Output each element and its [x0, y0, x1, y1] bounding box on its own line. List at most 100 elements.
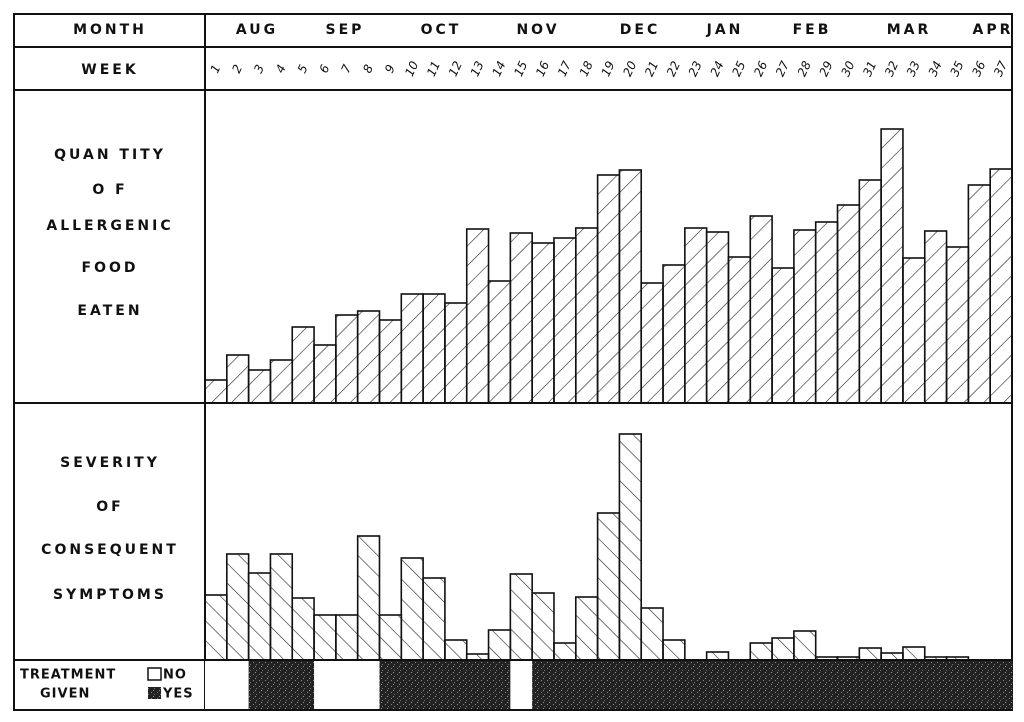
bar: [378, 319, 403, 404]
bar: [880, 128, 904, 404]
week-label: 6: [317, 62, 333, 75]
treatment-cell: [924, 661, 948, 709]
month-label: JAN: [706, 22, 744, 38]
treatment-cell: [663, 661, 686, 709]
panel-label: SEVERITY: [60, 455, 160, 471]
legend-yes-swatch: [148, 687, 161, 699]
bar: [923, 656, 948, 661]
panel-label: FOOD: [82, 260, 139, 276]
week-label: 24: [708, 59, 727, 79]
bar: [531, 242, 555, 404]
week-label: 9: [382, 62, 398, 75]
treatment-cell: [619, 661, 642, 709]
bar: [574, 227, 599, 404]
bar: [880, 652, 904, 661]
treatment-label: TREATMENT: [20, 668, 116, 683]
month-label: MONTH: [73, 22, 147, 38]
bar: [356, 535, 381, 661]
treatment-cell: [205, 661, 228, 709]
treatment-cell: [946, 661, 969, 709]
bar: [640, 607, 664, 661]
panel-label: OF: [96, 499, 123, 515]
week-label: 22: [664, 59, 683, 79]
week-label: 10: [402, 59, 421, 79]
panel-label: SYMPTOMS: [53, 587, 167, 603]
treatment-cell: [314, 661, 337, 709]
bar: [356, 310, 381, 404]
treatment-cell: [335, 661, 359, 709]
month-label: AUG: [236, 22, 278, 38]
treatment-cell: [815, 661, 839, 709]
bar: [793, 229, 817, 404]
bar: [945, 246, 970, 404]
week-label: 33: [904, 59, 923, 79]
week-label: 2: [229, 62, 245, 75]
bar: [487, 280, 512, 404]
treatment-cell: [902, 661, 926, 709]
bar: [749, 642, 773, 661]
bar: [378, 614, 403, 661]
bar: [640, 282, 664, 404]
bar: [902, 257, 926, 404]
week-label: 25: [729, 59, 748, 79]
bar: [923, 230, 948, 404]
week-label: 29: [817, 59, 836, 79]
bar: [574, 596, 599, 661]
bar: [749, 215, 773, 404]
treatment-cell: [292, 661, 315, 709]
bar: [313, 614, 337, 661]
treatment-cell: [226, 661, 250, 709]
week-label: 32: [882, 59, 901, 79]
month-label: NOV: [516, 22, 559, 38]
week-label: 12: [446, 59, 465, 79]
week-label: 14: [489, 59, 508, 79]
bar: [836, 656, 861, 661]
treatment-cell: [793, 661, 817, 709]
bar: [509, 232, 533, 404]
treatment-cell: [357, 661, 380, 709]
week-label: 19: [598, 59, 617, 79]
bar: [618, 433, 643, 661]
bar: [727, 256, 752, 404]
treatment-cell: [510, 661, 533, 709]
week-label: 11: [424, 59, 443, 79]
treatment-cell: [750, 661, 773, 709]
treatment-cell: [728, 661, 751, 709]
month-label: FEB: [793, 22, 832, 38]
week-label: 13: [468, 59, 487, 79]
treatment-cell: [597, 661, 620, 709]
treatment-cell: [379, 661, 402, 709]
bar: [553, 237, 577, 404]
bar: [662, 639, 686, 661]
treatment-cell: [990, 661, 1013, 709]
bar: [945, 656, 970, 661]
week-label: 4: [273, 62, 289, 75]
bar: [465, 228, 490, 404]
week-label: 18: [577, 59, 596, 79]
week-label: 17: [555, 59, 574, 79]
week-label: 35: [947, 59, 966, 79]
panel-label: QUAN TITY: [54, 147, 166, 163]
treatment-cell: [837, 661, 860, 709]
bar: [684, 227, 708, 404]
bar: [858, 179, 882, 404]
treatment-cell: [423, 661, 446, 709]
treatment-cell: [444, 661, 468, 709]
month-label: MAR: [887, 22, 932, 38]
bar: [204, 594, 228, 661]
bar: [553, 642, 577, 661]
bar: [836, 204, 861, 404]
bar: [444, 639, 468, 661]
legend-yes: YES: [162, 687, 194, 702]
treatment-cell: [466, 661, 490, 709]
bar: [269, 553, 294, 661]
treatment-cell: [684, 661, 708, 709]
treatment-cell: [401, 661, 424, 709]
bar: [335, 614, 359, 661]
treatment-cell: [270, 661, 293, 709]
bar: [902, 646, 926, 661]
week-label: 34: [926, 59, 945, 79]
legend-no-swatch: [147, 667, 162, 681]
bar: [269, 359, 294, 404]
